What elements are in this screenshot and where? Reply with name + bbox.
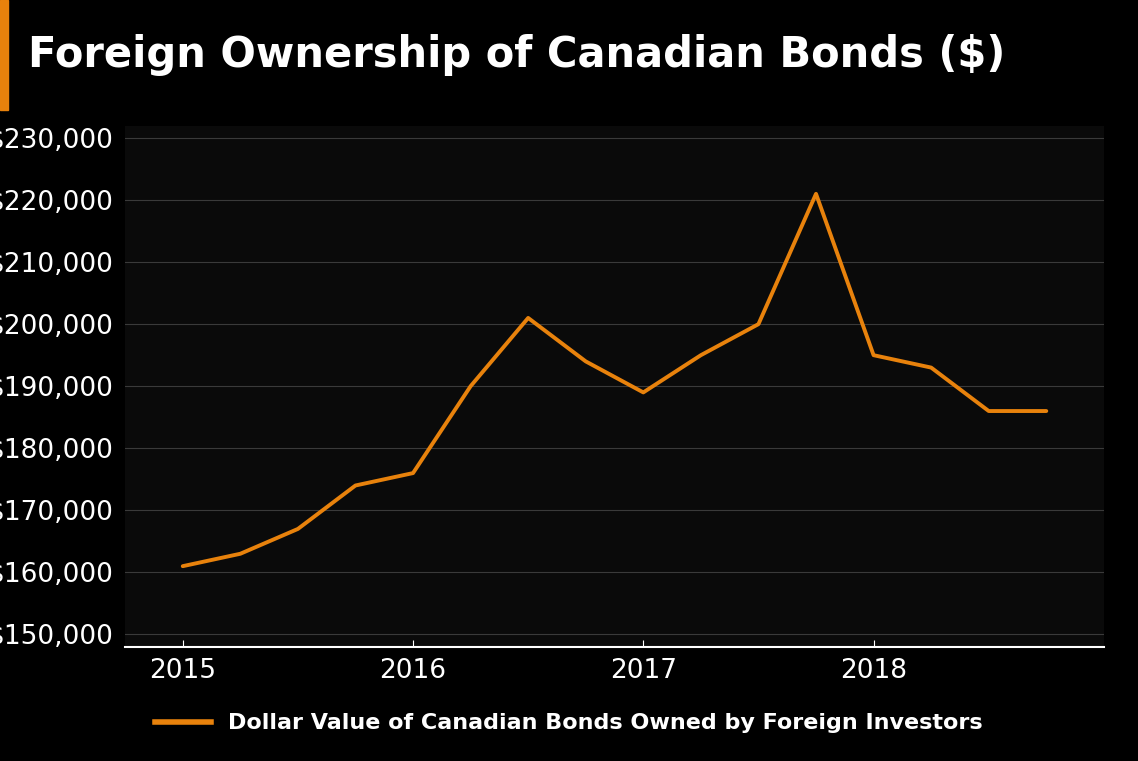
Bar (0, 0, 8, 110)
Legend: Dollar Value of Canadian Bonds Owned by Foreign Investors: Dollar Value of Canadian Bonds Owned by … (146, 705, 992, 742)
Text: Foreign Ownership of Canadian Bonds ($): Foreign Ownership of Canadian Bonds ($) (28, 34, 1006, 76)
